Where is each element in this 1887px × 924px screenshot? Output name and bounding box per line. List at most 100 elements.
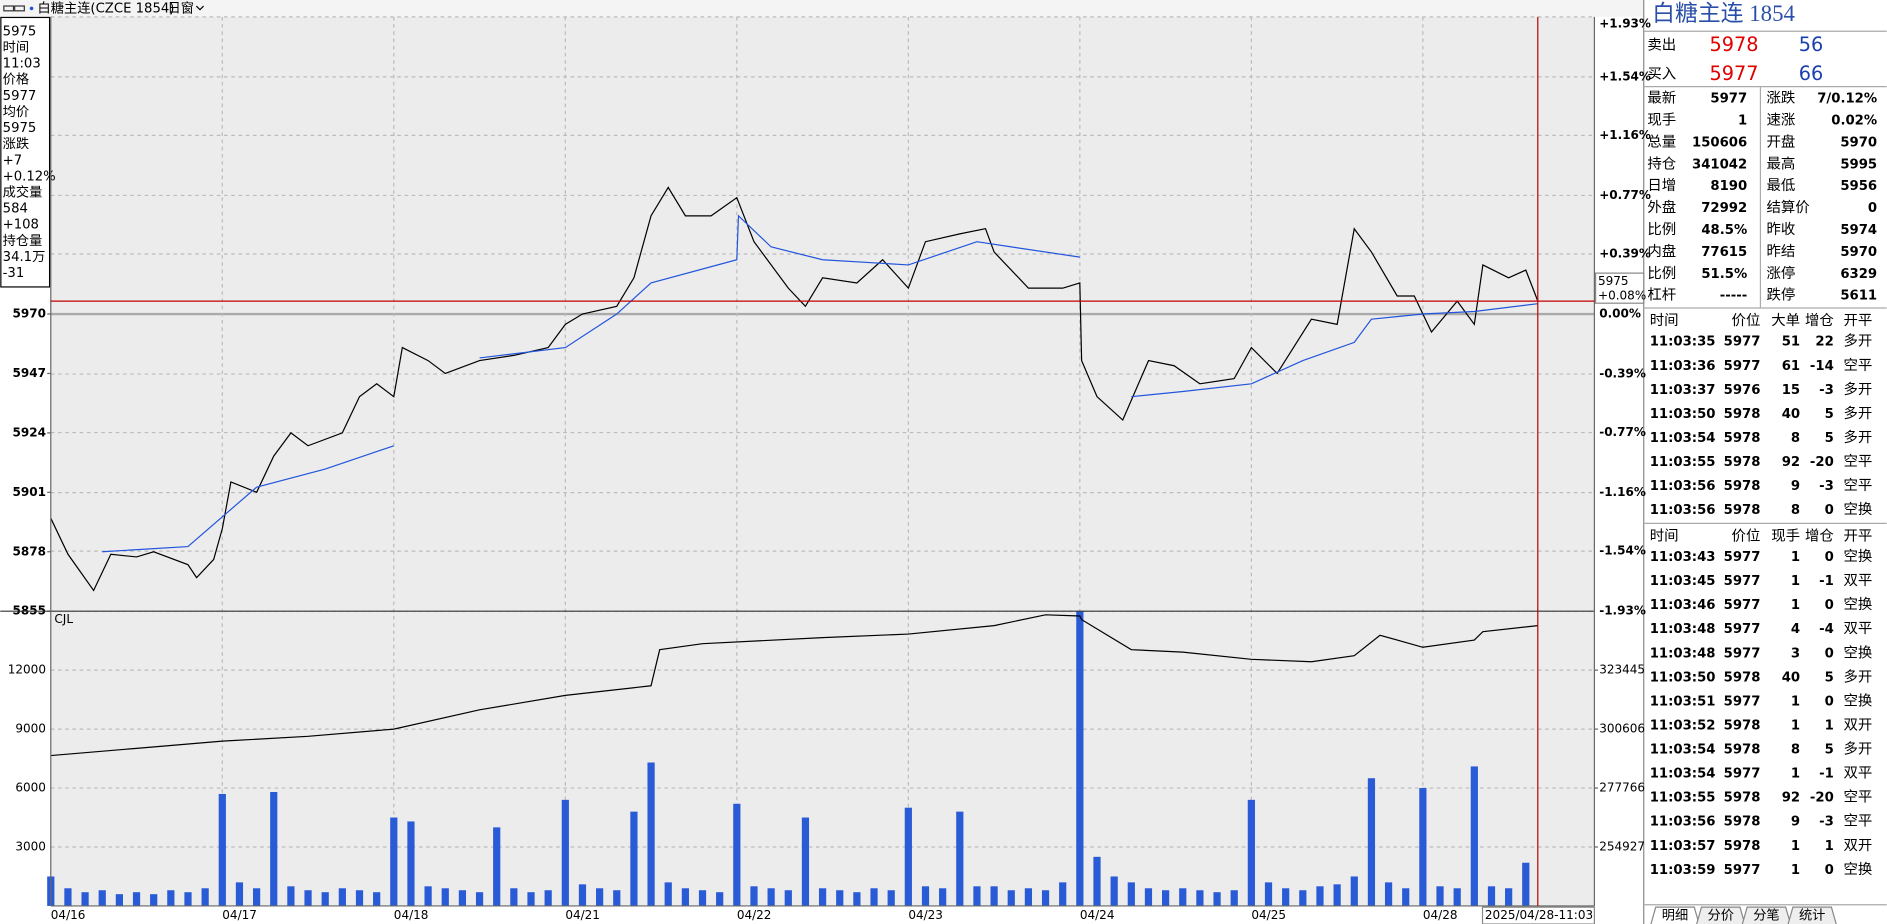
cell-type: 空平 [1843,357,1872,374]
volume-bar [801,817,810,906]
cell-price: 5978 [1724,479,1761,494]
cell-oi: 1 [1825,839,1834,854]
tab[interactable] [1741,906,1792,924]
toolbar-icon[interactable] [3,5,15,12]
quote-value: 6329 [1840,267,1877,282]
series-line [50,186,1539,592]
quote-title: 白糖主连 1854 [1652,1,1795,26]
volume-bar [1436,886,1444,906]
volume-bar [115,894,123,906]
cell-time: 11:03:56 [1650,479,1716,494]
cell-time: 11:03:50 [1650,670,1716,685]
volume-bar [1230,890,1238,906]
window-selector[interactable]: 日窗 [167,0,193,16]
tab[interactable] [1787,906,1837,924]
cell-type: 双开 [1843,837,1872,854]
cell-price: 5977 [1724,574,1761,589]
info-text: 5975 [3,24,37,39]
cell-vol: 1 [1791,863,1800,878]
volume-bar [836,890,844,906]
info-box [0,16,51,288]
tab-label[interactable]: 统计 [1799,908,1825,924]
cell-oi: 5 [1825,743,1834,758]
cell-oi: 0 [1825,863,1834,878]
volume-bar [475,892,484,906]
toolbar-dot [29,6,34,11]
cell-time: 11:03:46 [1650,598,1716,613]
y-tick-label: 9000 [15,722,46,736]
volume-bar [510,888,518,906]
ask-volume: 56 [1799,33,1824,56]
quote-value: 77615 [1701,245,1747,260]
volume-bar [853,892,861,906]
volume-bar [1367,778,1376,906]
volume-bar [270,791,278,906]
volume-bar [1162,890,1170,906]
tab[interactable] [1650,906,1700,924]
volume-bar [407,821,415,906]
cell-price: 5978 [1724,718,1761,733]
volume-bar [98,890,106,906]
tab-label[interactable]: 明细 [1662,908,1688,924]
cell-time: 11:03:55 [1650,791,1716,806]
cell-time: 11:03:48 [1650,622,1716,637]
quote-value: 341042 [1692,157,1747,172]
info-text: 涨跌 [3,136,29,152]
volume-bar [818,888,827,906]
cell-price: 5977 [1724,646,1761,661]
cell-time: 11:03:57 [1650,839,1716,854]
quote-value: 0.02% [1831,114,1877,129]
cell-type: 空换 [1843,548,1872,565]
toolbar-icon[interactable] [14,5,25,12]
cell-type: 双开 [1843,716,1872,733]
volume-bar [64,888,72,906]
cell-price: 5977 [1724,598,1761,613]
symbol-label: 白糖主连(CZCE 1854) [38,0,175,16]
cell-oi: 0 [1825,694,1834,709]
cell-vol: 40 [1782,670,1800,685]
volume-bar [458,890,467,906]
volume-bar [167,890,175,906]
cell-time: 11:03:37 [1650,383,1716,398]
cell-price: 5977 [1724,767,1761,782]
info-text: 584 [3,202,28,217]
cell-vol: 8 [1791,431,1800,446]
cell-vol: 4 [1791,622,1800,637]
quote-value: ----- [1720,289,1747,304]
volume-bar [355,890,364,906]
table-header: 时间 [1650,312,1679,329]
volume-bar [681,888,689,906]
cell-time: 11:03:54 [1650,743,1716,758]
cell-type: 空平 [1843,453,1872,470]
volume-bar [1522,862,1530,906]
cell-oi: 5 [1825,670,1834,685]
cell-vol: 92 [1782,791,1800,806]
dropdown-arrow[interactable] [195,5,205,11]
cell-price: 5977 [1724,694,1761,709]
cell-price: 5978 [1724,503,1761,518]
info-text: +7 [3,153,23,168]
cell-oi: 1 [1825,718,1834,733]
tab[interactable] [1696,906,1746,924]
volume-bar [1384,882,1393,906]
quote-label: 持仓 [1647,155,1676,172]
volume-bar [956,811,964,906]
quote-value: 7/0.12% [1817,92,1877,107]
cell-vol: 40 [1782,407,1800,422]
cell-type: 多开 [1843,429,1872,446]
volume-bar [1350,876,1358,906]
volume-bar [1144,888,1153,906]
volume-bar [304,890,312,906]
cell-vol: 51 [1782,335,1800,350]
quote-value: 1 [1738,114,1747,129]
toolbar [0,0,1644,17]
cell-price: 5977 [1724,359,1761,374]
cell-time: 11:03:50 [1650,407,1716,422]
info-text: 价格 [3,72,29,88]
tab-label[interactable]: 分笔 [1753,908,1779,924]
info-text: +108 [3,218,39,233]
volume-bar [990,886,998,906]
quote-value: 5970 [1840,135,1877,150]
tab-label[interactable]: 分价 [1708,908,1734,924]
volume-bar [1093,856,1101,906]
